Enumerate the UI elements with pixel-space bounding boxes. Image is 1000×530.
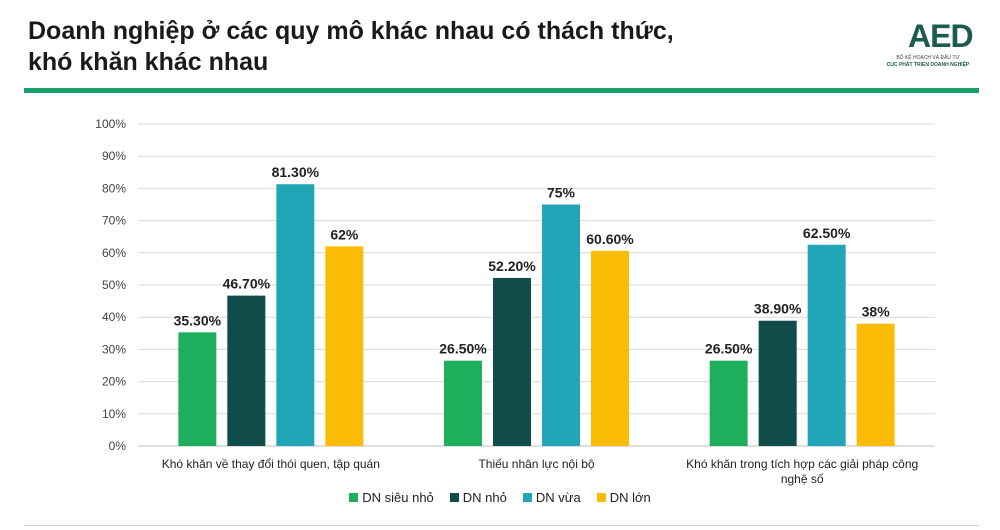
bar xyxy=(709,360,748,446)
bar-value-label: 26.50% xyxy=(439,341,487,357)
legend-item: DN vừa xyxy=(522,490,581,505)
legend-item: DN nhỏ xyxy=(449,490,507,505)
chart-title: Doanh nghiệp ở các quy mô khác nhau có t… xyxy=(28,16,828,78)
bar xyxy=(276,184,315,447)
bar xyxy=(807,244,846,446)
category-label: Khó khăn về thay đổi thói quen, tập quán xyxy=(162,457,380,471)
bar-value-label: 62.50% xyxy=(803,225,851,241)
logo-subtitle-ministry: BỘ KẾ HOẠCH VÀ ĐẦU TƯ xyxy=(896,55,960,61)
y-tick-label: 100% xyxy=(95,117,126,131)
category-label: nghệ số xyxy=(781,472,824,486)
y-tick-label: 60% xyxy=(102,246,126,260)
footer-divider xyxy=(24,525,979,526)
y-tick-label: 20% xyxy=(102,375,126,389)
logo-subtitle-agency: CỤC PHÁT TRIỂN DOANH NGHIỆP xyxy=(886,62,970,68)
y-tick-label: 90% xyxy=(102,149,126,163)
bar-value-label: 62% xyxy=(330,226,359,242)
legend-label: DN siêu nhỏ xyxy=(362,490,434,505)
bar xyxy=(227,295,266,446)
y-tick-label: 70% xyxy=(102,214,126,228)
chart-legend: DN siêu nhỏ DN nhỏ DN vừa DN lớn xyxy=(0,490,1000,505)
bar-value-label: 46.70% xyxy=(223,276,271,292)
legend-item: DN lớn xyxy=(596,490,651,505)
legend-label: DN nhỏ xyxy=(462,490,507,505)
bar-value-label: 38.90% xyxy=(754,301,802,317)
y-tick-label: 0% xyxy=(109,439,127,453)
logo-text: AED xyxy=(908,18,974,54)
legend-label: DN lớn xyxy=(609,490,651,505)
bar xyxy=(542,204,580,446)
category-label: Thiếu nhân lực nội bộ xyxy=(478,457,594,471)
header-divider xyxy=(24,88,979,93)
y-tick-label: 80% xyxy=(102,181,126,195)
bar-value-label: 75% xyxy=(547,185,576,201)
y-tick-label: 40% xyxy=(102,310,126,324)
bar xyxy=(444,360,482,446)
bar-value-label: 35.30% xyxy=(174,312,222,328)
y-tick-label: 50% xyxy=(102,278,126,292)
bar-chart: 0% 10% 20% 30% 40% 50% 60% 70% 80% 90% 100% 35.30% 2… xyxy=(95,117,935,486)
chart-title-line-2: khó khăn khác nhau xyxy=(28,48,269,76)
bar xyxy=(758,320,797,446)
category-label: Khó khăn trong tích hợp các giải pháp cô… xyxy=(686,457,918,471)
legend-swatch xyxy=(596,493,606,502)
bar xyxy=(325,246,364,446)
bar-value-label: 81.30% xyxy=(272,164,320,180)
bar-value-label: 60.60% xyxy=(586,231,634,247)
bar-value-label: 38% xyxy=(862,304,891,320)
legend-swatch xyxy=(449,493,459,502)
bar xyxy=(591,250,629,446)
bar-value-label: 52.20% xyxy=(488,258,536,274)
chart-title-line-1: Doanh nghiệp ở các quy mô khác nhau có t… xyxy=(28,17,674,45)
aed-logo: AED BỘ KẾ HOẠCH VÀ ĐẦU TƯ CỤC PHÁT TRIỂN… xyxy=(878,18,978,76)
bar-value-label: 26.50% xyxy=(705,341,753,357)
y-tick-label: 10% xyxy=(102,407,126,421)
bar xyxy=(856,323,895,446)
legend-item: DN siêu nhỏ xyxy=(349,490,434,505)
y-tick-label: 30% xyxy=(102,342,126,356)
bar xyxy=(178,332,217,446)
legend-swatch xyxy=(522,493,532,502)
legend-label: DN vừa xyxy=(535,490,581,505)
legend-swatch xyxy=(349,493,359,502)
bar xyxy=(493,277,531,446)
